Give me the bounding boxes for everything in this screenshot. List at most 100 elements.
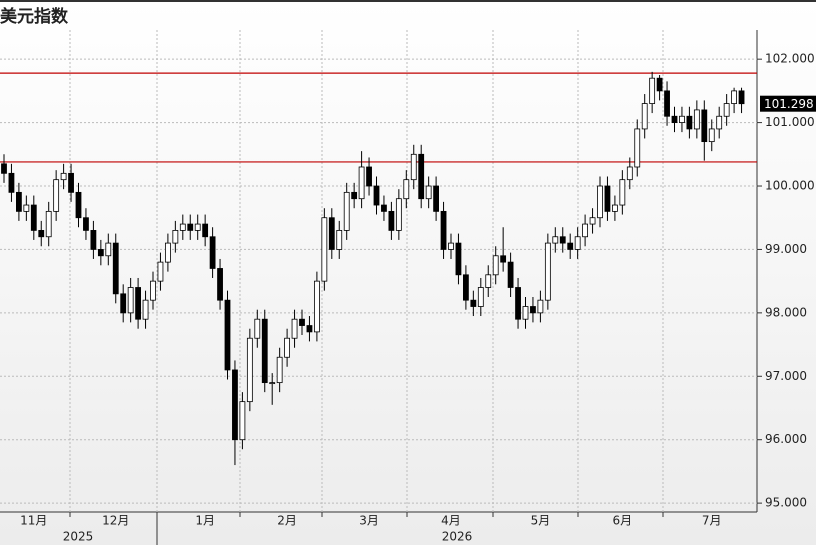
candle-body xyxy=(686,115,693,130)
candle-body xyxy=(209,236,216,269)
candle-body xyxy=(597,185,603,219)
x-tick-label: 6月 xyxy=(613,514,633,528)
candle-body xyxy=(8,172,15,193)
candle-body xyxy=(425,185,432,200)
candle-body xyxy=(179,223,186,231)
candle-body xyxy=(477,287,484,307)
candle-body xyxy=(455,242,462,276)
x-tick-label: 11月 xyxy=(20,514,47,528)
y-tick-label: 102.000 xyxy=(765,52,815,66)
y-tick-label: 101.000 xyxy=(765,115,815,129)
candle-body xyxy=(462,274,469,301)
candle-body xyxy=(485,274,492,288)
candle-body xyxy=(83,217,89,231)
y-tick-label: 96.000 xyxy=(765,432,807,446)
candle-body xyxy=(679,115,685,123)
candle-body xyxy=(544,242,551,301)
candle-body xyxy=(313,280,320,333)
candle-body xyxy=(246,337,253,403)
candle-body xyxy=(619,179,626,206)
candle-body xyxy=(559,236,566,244)
candle-body xyxy=(321,217,328,282)
x-tick-label: 4月 xyxy=(441,514,461,528)
candle-body xyxy=(135,287,142,320)
candle-body xyxy=(75,191,82,219)
candle-body xyxy=(716,115,723,130)
candle-body xyxy=(612,204,618,212)
candle-body xyxy=(112,242,119,295)
candle-body xyxy=(284,337,291,358)
x-tick-label: 7月 xyxy=(702,514,722,528)
y-tick-label: 98.000 xyxy=(765,305,807,319)
candle-body xyxy=(366,166,372,187)
candle-body xyxy=(194,223,201,231)
candle-body xyxy=(440,210,447,250)
candle-body xyxy=(492,255,499,276)
candle-body xyxy=(232,369,238,441)
year-label: 2026 xyxy=(442,530,473,544)
chart-title: 美元指数 xyxy=(0,6,69,27)
candle-body xyxy=(373,185,380,206)
candle-body xyxy=(656,77,663,92)
candle-body xyxy=(604,185,611,212)
candle-body xyxy=(381,204,387,212)
x-tick-label: 3月 xyxy=(359,514,379,528)
candle-body xyxy=(30,204,37,231)
candle-body xyxy=(45,210,52,238)
candle-body xyxy=(649,77,656,104)
candle-body xyxy=(53,179,60,212)
candle-body xyxy=(708,128,715,143)
candle-body xyxy=(433,185,440,212)
candle-body xyxy=(276,356,283,384)
candle-body xyxy=(470,299,477,307)
last-price-label: 101.298 xyxy=(764,97,814,111)
candle-body xyxy=(127,287,134,314)
candle-body xyxy=(90,230,97,250)
last-price-box xyxy=(760,95,816,112)
candle-body xyxy=(217,268,223,301)
candle-body xyxy=(157,261,164,282)
candle-body xyxy=(403,179,410,200)
candle-body xyxy=(68,172,74,193)
candle-body xyxy=(567,242,574,250)
year-label: 2025 xyxy=(63,530,94,544)
candle-body xyxy=(515,287,521,320)
candle-body xyxy=(634,128,641,168)
candle-body xyxy=(336,230,343,250)
candle-body xyxy=(664,90,670,117)
candle-body xyxy=(537,299,544,314)
candle-body xyxy=(641,103,648,130)
candle-body xyxy=(97,249,104,257)
candle-body xyxy=(23,204,30,212)
candle-body xyxy=(328,217,335,250)
candle-body xyxy=(738,90,745,105)
candle-body xyxy=(723,103,730,117)
candle-body xyxy=(172,230,179,244)
candle-body xyxy=(731,90,737,104)
y-tick-label: 100.000 xyxy=(765,179,815,193)
candle-body xyxy=(671,115,678,123)
candle-body xyxy=(299,318,305,326)
candle-body xyxy=(224,299,231,371)
candle-body xyxy=(187,223,194,231)
candle-body xyxy=(164,242,171,263)
candle-body xyxy=(202,223,209,238)
y-tick-label: 99.000 xyxy=(765,242,807,256)
candle-body xyxy=(530,306,536,314)
candle-body xyxy=(60,172,67,181)
candle-body xyxy=(395,198,402,231)
candle-body xyxy=(388,210,395,231)
candle-body xyxy=(582,223,588,238)
candle-body xyxy=(120,293,127,314)
candle-body xyxy=(142,299,149,320)
candle-body xyxy=(343,191,350,231)
x-tick-label: 2月 xyxy=(277,514,297,528)
candle-body xyxy=(448,242,454,250)
y-tick-label: 95.000 xyxy=(765,496,807,510)
candle-body xyxy=(500,255,507,263)
candle-body xyxy=(1,163,7,174)
x-tick-label: 12月 xyxy=(102,514,129,528)
